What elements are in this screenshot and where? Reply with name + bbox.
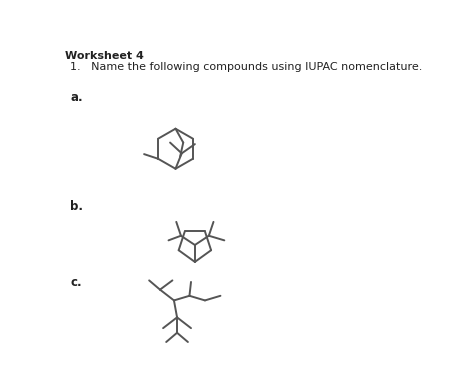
Text: Worksheet 4: Worksheet 4 xyxy=(65,51,144,61)
Text: c.: c. xyxy=(70,276,82,289)
Text: a.: a. xyxy=(70,91,83,104)
Text: b.: b. xyxy=(70,200,83,213)
Text: 1.   Name the following compounds using IUPAC nomenclature.: 1. Name the following compounds using IU… xyxy=(70,62,422,72)
